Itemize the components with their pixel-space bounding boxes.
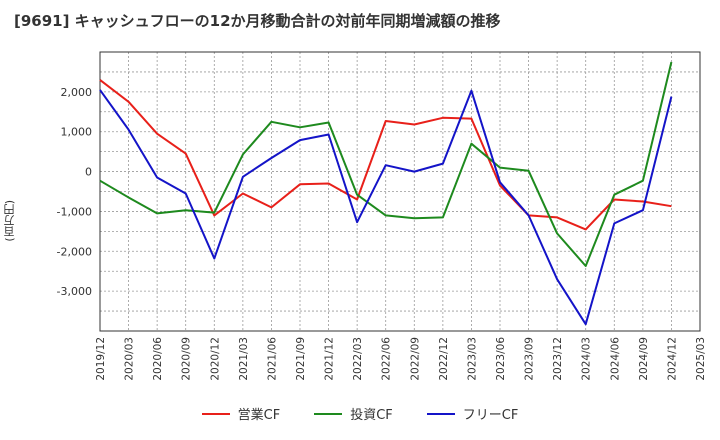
x-tick-label: 2021/03 <box>238 337 250 381</box>
legend-swatch-free <box>426 412 455 415</box>
x-tick-label: 2021/06 <box>266 337 278 381</box>
legend-swatch-operating <box>201 412 230 415</box>
x-tick-label: 2023/06 <box>495 337 507 381</box>
legend-label-investing: 投資CF <box>350 408 393 423</box>
y-tick-label: 1,000 <box>61 126 93 139</box>
legend-item-investing: 投資CF <box>314 404 393 423</box>
x-tick-label: 2024/09 <box>638 337 650 381</box>
x-tick-label: 2022/06 <box>381 337 393 381</box>
x-tick-label: 2025/03 <box>695 337 707 381</box>
x-tick-label: 2021/09 <box>295 337 307 381</box>
y-tick-label: -3,000 <box>57 285 92 298</box>
x-tick-label: 2023/12 <box>552 337 564 381</box>
x-tick-label: 2023/09 <box>524 337 536 381</box>
series-line-2 <box>99 89 673 326</box>
legend-item-free: フリーCF <box>426 404 519 423</box>
series-line-0 <box>99 79 672 231</box>
legend-label-free: フリーCF <box>462 408 519 423</box>
y-tick-label: 0 <box>85 166 92 179</box>
plot-frame <box>99 51 701 332</box>
x-tick-label: 2020/12 <box>209 337 221 381</box>
x-tick-label: 2021/12 <box>324 337 336 381</box>
legend-swatch-investing <box>314 412 343 415</box>
series-line-1 <box>99 61 673 267</box>
y-tick-label: -2,000 <box>57 245 92 258</box>
x-tick-label: 2020/09 <box>181 337 193 381</box>
x-tick-label: 2023/03 <box>466 337 478 381</box>
y-tick-label: 2,000 <box>61 86 93 99</box>
x-tick-label: 2022/09 <box>409 337 421 381</box>
legend-item-operating: 営業CF <box>201 404 281 423</box>
x-tick-label: 2024/06 <box>609 337 621 381</box>
x-tick-label: 2024/03 <box>581 337 593 381</box>
legend-label-operating: 営業CF <box>237 408 281 423</box>
x-tick-label: 2022/12 <box>438 337 450 381</box>
x-tick-label: 2019/12 <box>95 337 107 381</box>
legend: 営業CF 投資CF フリーCF <box>0 404 720 423</box>
y-tick-label: -1,000 <box>57 205 92 218</box>
chart-title: [9691] キャッシュフローの12か月移動合計の対前年同期増減額の推移 <box>14 12 501 30</box>
x-tick-label: 2020/03 <box>124 337 136 381</box>
x-tick-label: 2020/06 <box>152 337 164 381</box>
x-tick-label: 2022/03 <box>352 337 364 381</box>
x-tick-label: 2024/12 <box>666 337 678 381</box>
